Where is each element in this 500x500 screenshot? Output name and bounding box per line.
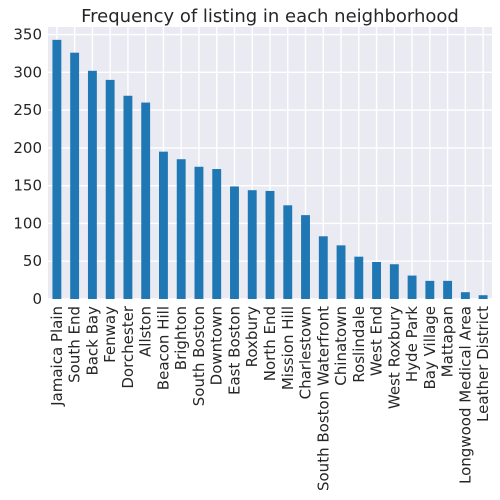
bar — [141, 102, 151, 299]
x-tick-label: West Roxbury — [385, 306, 403, 409]
y-tick-label: 50 — [23, 252, 42, 270]
bar — [460, 292, 470, 299]
bars — [52, 39, 488, 299]
bar — [176, 159, 186, 299]
x-tick-label: Allston — [137, 306, 155, 357]
y-tick-label: 0 — [32, 290, 42, 308]
x-tick-label: South Boston Waterfront — [314, 306, 332, 491]
bar — [443, 280, 453, 299]
x-tick-label: Longwood Medical Area — [456, 306, 474, 484]
y-tick-label: 200 — [13, 139, 42, 157]
bar — [425, 280, 435, 299]
chart-title: Frequency of listing in each neighborhoo… — [81, 6, 459, 27]
bar — [407, 275, 417, 299]
y-tick-labels: 0 50 100 150 200 250 300 350 — [13, 26, 42, 308]
y-tick-label: 150 — [13, 177, 42, 195]
bar — [52, 39, 62, 299]
y-tick-label: 350 — [13, 26, 42, 44]
x-tick-label: West End — [368, 306, 386, 376]
x-tick-label: South End — [66, 306, 84, 383]
y-tick-label: 100 — [13, 214, 42, 232]
bar — [212, 169, 222, 299]
bar — [194, 166, 204, 299]
y-tick-label: 250 — [13, 101, 42, 119]
x-tick-label: South Boston — [190, 306, 208, 406]
x-tick-label: Hyde Park — [403, 306, 421, 382]
bar — [389, 264, 399, 299]
bar — [105, 79, 115, 299]
x-tick-labels: Jamaica Plain South End Back Bay Fenway Dorc… — [48, 305, 492, 491]
x-tick-label: Roxbury — [243, 306, 261, 368]
bar — [265, 190, 275, 299]
x-tick-label: Back Bay — [83, 306, 101, 376]
bar — [87, 70, 97, 299]
bar — [354, 256, 364, 299]
bar — [301, 215, 310, 299]
bar — [318, 236, 328, 299]
x-tick-label: Jamaica Plain — [48, 306, 66, 407]
x-tick-label: Chinatown — [332, 306, 350, 386]
x-tick-label: Leather District — [474, 306, 492, 422]
bar — [230, 186, 239, 299]
bar — [336, 245, 346, 299]
bar — [159, 151, 168, 299]
bar — [283, 205, 293, 299]
x-tick-label: Mission Hill — [279, 306, 297, 390]
x-tick-label: Bay Village — [421, 306, 439, 390]
bar — [372, 261, 381, 299]
y-tick-label: 300 — [13, 63, 42, 81]
x-tick-label: East Boston — [225, 306, 243, 395]
bar — [247, 190, 257, 299]
bar — [478, 295, 488, 299]
x-tick-label: Dorchester — [119, 305, 137, 388]
x-tick-label: North End — [261, 306, 279, 381]
x-tick-label: Downtown — [208, 306, 226, 385]
x-tick-label: Charlestown — [297, 306, 315, 399]
bar — [70, 52, 80, 299]
bar — [123, 95, 133, 299]
x-tick-label: Beacon Hill — [154, 306, 172, 390]
x-tick-label: Fenway — [101, 306, 119, 363]
x-tick-label: Mattapan — [439, 306, 457, 377]
x-tick-label: Brighton — [172, 306, 190, 370]
x-tick-label: Roslindale — [350, 306, 368, 383]
